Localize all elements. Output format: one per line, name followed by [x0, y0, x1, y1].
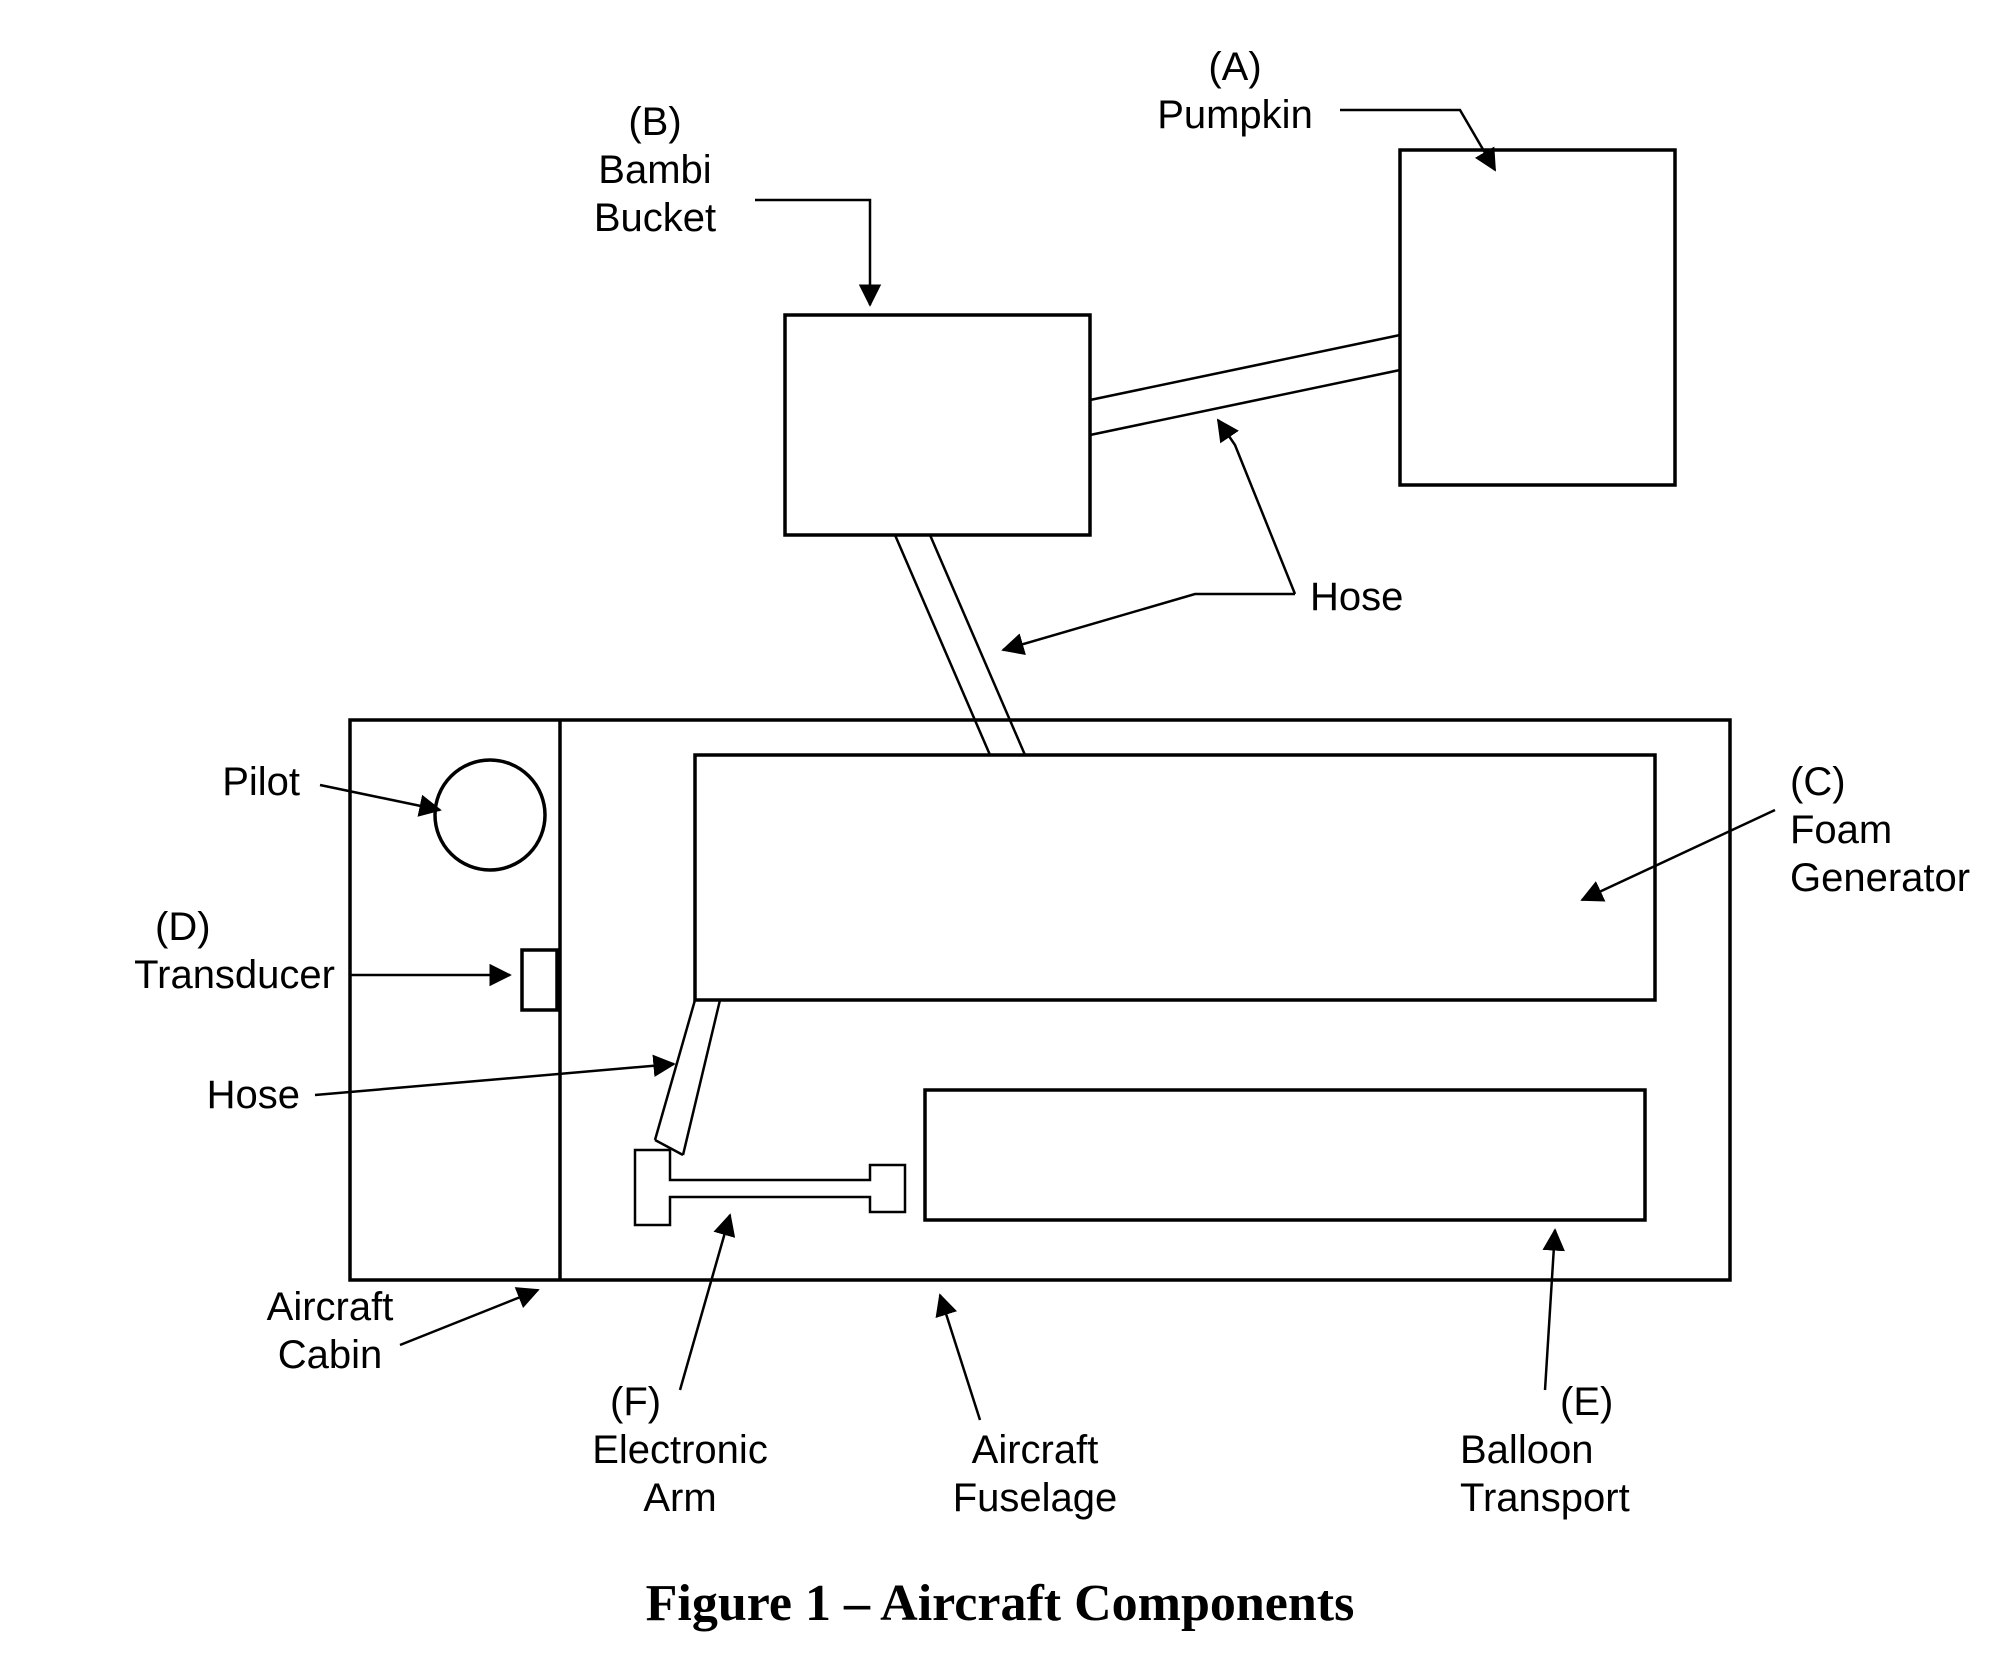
label-bambi-tag: (B): [628, 100, 681, 144]
label-balloon-2: Transport: [1460, 1476, 1630, 1520]
label-foam-2: Generator: [1790, 856, 1970, 900]
label-bambi-2: Bucket: [594, 196, 716, 240]
label-cabin-1: Aircraft: [267, 1285, 394, 1329]
label-hose-lower: Hose: [207, 1073, 300, 1117]
figure-caption: Figure 1 – Aircraft Components: [646, 1575, 1355, 1632]
label-balloon-tag: (E): [1560, 1380, 1613, 1424]
label-foam-tag: (C): [1790, 760, 1846, 804]
label-pilot: Pilot: [222, 760, 300, 804]
aircraft-components-diagram: .lbl { font-family: Verdana, Geneva, san…: [0, 0, 2000, 1660]
label-bambi-1: Bambi: [598, 148, 711, 192]
label-pumpkin: Pumpkin: [1157, 93, 1313, 137]
label-fuselage-2: Fuselage: [953, 1476, 1118, 1520]
label-fuselage-1: Aircraft: [972, 1428, 1099, 1472]
label-arm-tag: (F): [610, 1380, 661, 1424]
label-hose-upper: Hose: [1310, 575, 1403, 619]
label-cabin-2: Cabin: [278, 1333, 383, 1377]
label-transducer: Transducer: [134, 953, 335, 997]
label-foam-1: Foam: [1790, 808, 1892, 852]
label-transducer-tag: (D): [155, 905, 211, 949]
label-balloon-1: Balloon: [1460, 1428, 1593, 1472]
label-arm-1: Electronic: [592, 1428, 768, 1472]
label-pumpkin-tag: (A): [1208, 45, 1261, 89]
label-arm-2: Arm: [643, 1476, 716, 1520]
